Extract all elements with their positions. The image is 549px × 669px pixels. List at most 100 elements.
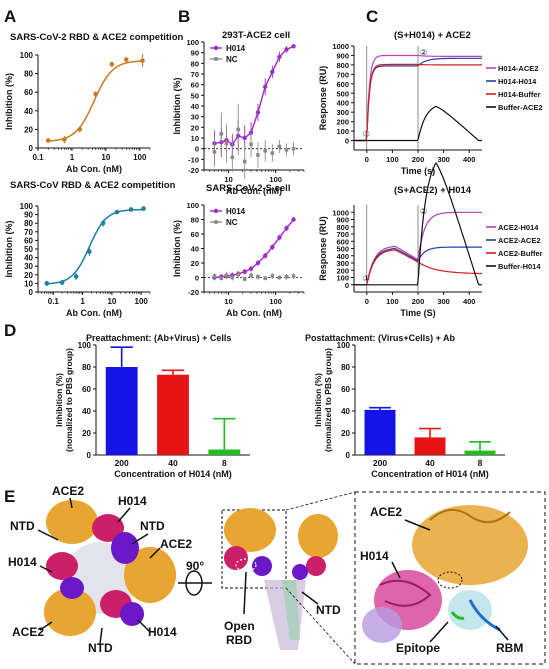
data-point bbox=[242, 277, 247, 281]
label-ace2-3: ACE2 bbox=[12, 625, 44, 639]
y-tick-label: 40 bbox=[24, 107, 33, 116]
chart-d-left: Preattachment: (Ab+Virus) + Cells 0 20 40 60… bbox=[54, 333, 250, 479]
y-tick-label: 60 bbox=[24, 236, 33, 245]
y-tick-label: 20 bbox=[341, 429, 350, 438]
chart-title: (S+H014) + ACE2 bbox=[394, 30, 471, 41]
data-point bbox=[270, 244, 275, 250]
legend-marker bbox=[214, 57, 218, 61]
y-tick-label: 40 bbox=[341, 407, 350, 416]
fit-curve bbox=[48, 60, 143, 142]
data-point bbox=[123, 57, 129, 62]
x-tick-label: 400 bbox=[463, 297, 476, 306]
legend-label: H014-Buffer bbox=[498, 90, 541, 99]
x-tick-label: 100 bbox=[386, 155, 399, 164]
label-ntd-2: NTD bbox=[140, 519, 165, 533]
data-point bbox=[236, 272, 241, 277]
legend-label: H014-ACE2 bbox=[498, 64, 538, 73]
label-ace2-2: ACE2 bbox=[160, 537, 192, 551]
panel-e-structures: ACE2 H014 NTD ACE2 H014 NTD ACE2 NTD H01… bbox=[8, 484, 546, 665]
y-tick-label: 800 bbox=[336, 61, 349, 70]
data-point bbox=[212, 274, 217, 278]
y-tick-label: 500 bbox=[336, 245, 349, 254]
data-point bbox=[242, 159, 247, 164]
y-tick-label: 60 bbox=[341, 385, 350, 394]
y-tick-label: 0 bbox=[87, 451, 92, 460]
chart-a-bottom: SARS-CoV RBD & ACE2 competition010203040… bbox=[4, 180, 176, 318]
data-point bbox=[219, 131, 224, 136]
data-point bbox=[270, 69, 275, 75]
category-label: 40 bbox=[168, 458, 178, 468]
category-label: 40 bbox=[425, 458, 435, 468]
data-point bbox=[248, 266, 254, 271]
legend-label: ACE2-H014 bbox=[498, 223, 539, 232]
data-point bbox=[100, 220, 106, 226]
panel-letter-b: B bbox=[178, 7, 190, 26]
chart-a-top: SARS-CoV-2 RBD & ACE2 competition 0 20 40 60… bbox=[4, 32, 183, 174]
x-tick-label: 300 bbox=[437, 155, 450, 164]
data-point bbox=[141, 206, 146, 211]
label-open: Open bbox=[224, 619, 255, 633]
y-tick-label: 0 bbox=[345, 281, 349, 290]
data-point bbox=[270, 151, 275, 155]
series-line bbox=[354, 105, 482, 142]
data-point bbox=[224, 141, 229, 146]
y-tick-label: 300 bbox=[336, 108, 349, 117]
panel-letter-c: C bbox=[366, 7, 378, 26]
y-axis-label-2: (nomalized to PBS group) bbox=[64, 348, 74, 452]
zoom-structure bbox=[362, 505, 528, 643]
y-tick-label: 70 bbox=[191, 70, 199, 79]
y-tick-label: 60 bbox=[24, 88, 33, 97]
y-tick-label: -20 bbox=[188, 288, 199, 297]
y-tick-label: 20 bbox=[24, 125, 33, 134]
legend-label: H014 bbox=[226, 207, 246, 216]
y-tick-label: 0 bbox=[29, 288, 34, 297]
y-tick-label: 60 bbox=[191, 230, 199, 239]
y-axis-label: Inhibition (%) bbox=[172, 220, 182, 277]
y-axis-label: Inhibition (%) bbox=[172, 78, 182, 135]
data-point bbox=[230, 155, 235, 159]
y-tick-label: 400 bbox=[336, 252, 349, 261]
y-tick-label: 40 bbox=[24, 254, 33, 263]
y-tick-label: 700 bbox=[336, 70, 349, 79]
y-tick-label: 30 bbox=[24, 262, 33, 271]
label-rbm: RBM bbox=[496, 641, 523, 655]
data-point bbox=[236, 127, 241, 132]
fit-curve bbox=[46, 208, 144, 285]
x-axis-label: Concentration of H014 (nM) bbox=[114, 469, 232, 479]
data-point bbox=[291, 217, 296, 222]
y-tick-label: 40 bbox=[191, 245, 199, 254]
y-tick-label: 20 bbox=[24, 271, 33, 280]
series-line bbox=[354, 211, 482, 286]
y-tick-label: 400 bbox=[336, 99, 349, 108]
y-tick-label: 30 bbox=[191, 113, 199, 122]
y-tick-label: 900 bbox=[336, 216, 349, 225]
data-point bbox=[277, 235, 282, 240]
y-tick-label: 50 bbox=[191, 91, 199, 100]
data-point bbox=[59, 280, 65, 285]
chart-c-bottom: (S+ACE2) + H0140100200300400500600700800… bbox=[318, 161, 543, 318]
data-point bbox=[284, 47, 289, 52]
legend-label: H014 bbox=[226, 44, 246, 53]
bar bbox=[208, 449, 241, 455]
data-point bbox=[270, 274, 275, 278]
y-tick-label: 100 bbox=[337, 341, 351, 350]
x-axis-label: Time (S) bbox=[400, 308, 435, 318]
y-tick-label: 20 bbox=[191, 123, 199, 132]
y-tick-label: 0 bbox=[195, 274, 199, 283]
chart-title: Postattachment: (Virus+Cells) + Ab bbox=[305, 333, 456, 343]
data-point bbox=[291, 146, 296, 151]
legend-label: ACE2-ACE2 bbox=[498, 236, 541, 245]
data-point bbox=[77, 127, 83, 132]
data-point bbox=[249, 142, 253, 147]
panel-letter-e: E bbox=[4, 487, 15, 506]
y-axis-label-2: (nomalized to PBS group) bbox=[323, 348, 333, 452]
data-point bbox=[263, 253, 268, 258]
y-tick-label: 0 bbox=[346, 451, 351, 460]
y-tick-label: 80 bbox=[341, 363, 350, 372]
y-tick-label: 0 bbox=[195, 145, 199, 154]
x-tick-label: 200 bbox=[412, 297, 425, 306]
step-marker-2: ② bbox=[420, 48, 427, 57]
x-tick-label: 10 bbox=[107, 297, 116, 306]
x-axis-label: Ab Con. (nM) bbox=[226, 308, 282, 318]
data-point bbox=[263, 276, 268, 281]
